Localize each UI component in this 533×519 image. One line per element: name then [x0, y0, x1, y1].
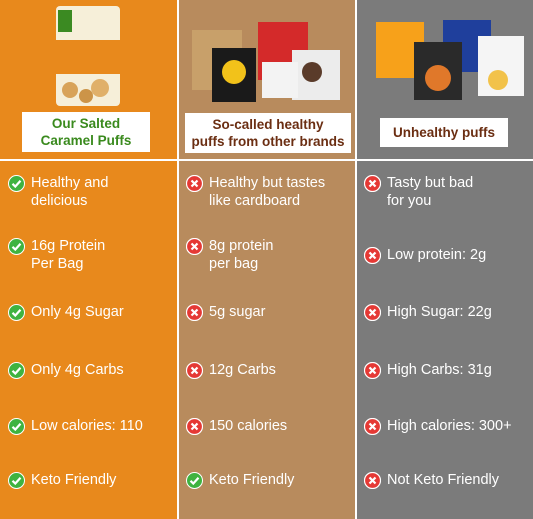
feature-text: Keto Friendly — [31, 471, 116, 489]
other-brand-packages — [192, 22, 340, 102]
icon-cross — [185, 174, 204, 193]
icon-cross — [363, 303, 382, 322]
feature-line: Keto Friendly — [209, 472, 295, 488]
feature-text: Keto Friendly — [209, 471, 294, 489]
feature-line: 12g Carbs — [209, 362, 276, 378]
header-label: Unhealthy puffs — [380, 118, 508, 147]
icon-cross — [363, 246, 382, 265]
feature-text: 5g sugar — [209, 303, 265, 321]
feature-text: Only 4g Sugar — [31, 303, 124, 321]
icon-check — [8, 362, 25, 379]
feature-line: Low calories: 110 — [31, 418, 143, 434]
feature-text: High Carbs: 31g — [387, 361, 492, 379]
icon-check — [8, 238, 25, 255]
icon-cross — [363, 471, 382, 490]
feature-line: 16g Protein — [31, 238, 106, 254]
label-line: So-called healthy — [212, 117, 324, 132]
icon-cross — [363, 174, 382, 193]
feature-line: Only 4g Sugar — [31, 304, 124, 320]
feature-line: Low protein: 2g — [387, 247, 487, 263]
feature-line: delicious — [31, 193, 88, 209]
feature-text: Tasty but bad for you — [387, 174, 473, 210]
header-label: So-called healthy puffs from other brands — [185, 113, 351, 153]
divider — [0, 159, 533, 161]
product-images — [56, 6, 524, 106]
label-line: puffs from other brands — [191, 134, 345, 149]
feature-line: High Carbs: 31g — [387, 362, 492, 378]
feature-text: 150 calories — [209, 417, 287, 435]
feature-line: 8g protein — [209, 238, 274, 254]
icon-cross — [185, 417, 204, 436]
header-label: Our Salted Caramel Puffs — [22, 112, 150, 152]
feature-text: High calories: 300+ — [387, 417, 512, 435]
feature-text: Only 4g Carbs — [31, 361, 124, 379]
feature-line: High calories: 300+ — [387, 418, 512, 434]
icon-cross — [185, 361, 204, 380]
feature-line: for you — [387, 193, 432, 209]
feature-line: per bag — [209, 256, 259, 272]
feature-line: Tasty but bad — [387, 175, 474, 191]
feature-text: Low protein: 2g — [387, 246, 486, 264]
unhealthy-bags — [376, 20, 524, 100]
feature-line: Keto Friendly — [31, 472, 117, 488]
our-bag — [56, 6, 120, 106]
feature-text: High Sugar: 22g — [387, 303, 492, 321]
icon-check — [8, 175, 25, 192]
label-line: Unhealthy puffs — [392, 125, 495, 140]
feature-line: Only 4g Carbs — [31, 362, 124, 378]
feature-line: Not Keto Friendly — [387, 472, 500, 488]
icon-cross — [363, 417, 382, 436]
icon-cross — [363, 361, 382, 380]
feature-line: 5g sugar — [209, 304, 266, 320]
feature-text: 16g Protein Per Bag — [31, 237, 105, 273]
icon-check — [186, 472, 203, 489]
feature-text: Healthy but tastes like cardboard — [209, 174, 325, 210]
feature-line: Healthy but tastes — [209, 175, 326, 191]
feature-line: High Sugar: 22g — [387, 304, 492, 320]
icon-check — [8, 418, 25, 435]
label-line: Caramel Puffs — [40, 133, 132, 148]
feature-text: Low calories: 110 — [31, 417, 143, 435]
icon-cross — [185, 303, 204, 322]
feature-line: Per Bag — [31, 256, 84, 272]
feature-text: 12g Carbs — [209, 361, 276, 379]
icon-cross — [185, 237, 204, 256]
feature-text: Healthy and delicious — [31, 174, 108, 210]
label-line: Our Salted — [51, 116, 121, 131]
feature-line: like cardboard — [209, 193, 301, 209]
icon-check — [8, 304, 25, 321]
feature-line: 150 calories — [209, 418, 288, 434]
icon-check — [8, 472, 25, 489]
feature-line: Healthy and — [31, 175, 109, 191]
feature-text: Not Keto Friendly — [387, 471, 499, 489]
feature-text: 8g protein per bag — [209, 237, 274, 273]
